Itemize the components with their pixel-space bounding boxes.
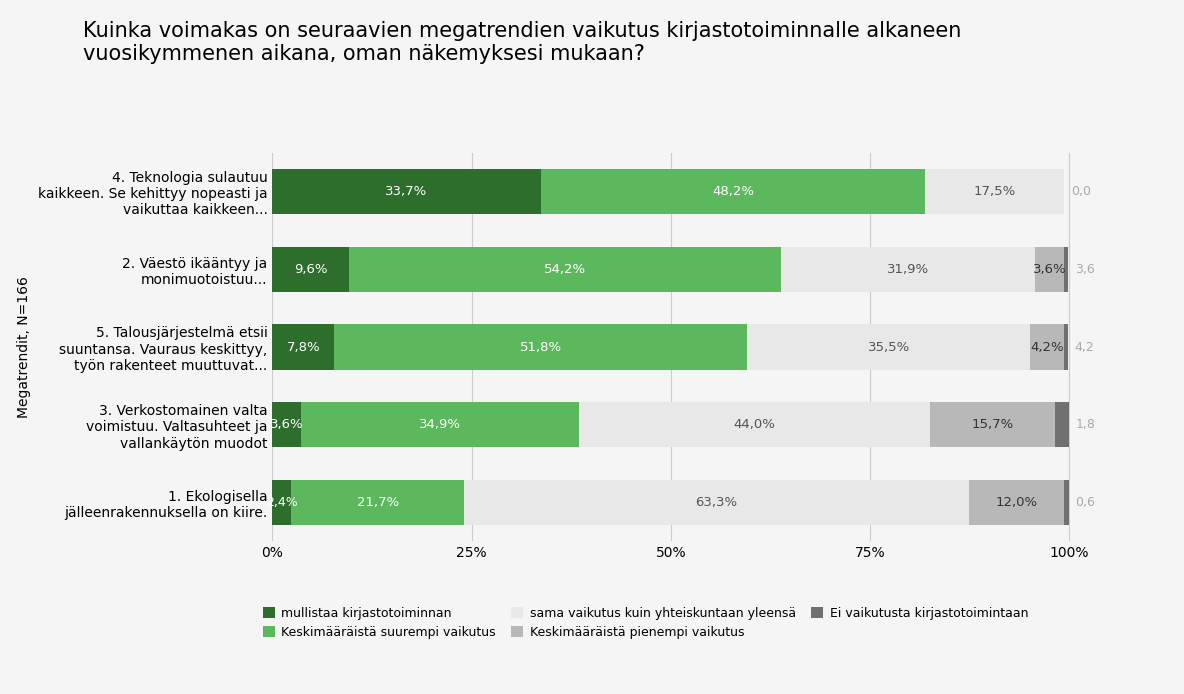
Text: 1,8: 1,8	[1075, 418, 1095, 431]
Bar	[291, 480, 464, 525]
Bar	[747, 325, 1030, 369]
Text: 7,8%: 7,8%	[287, 341, 320, 353]
Bar	[272, 169, 541, 214]
Text: 0,0: 0,0	[1070, 185, 1090, 198]
Text: 44,0%: 44,0%	[734, 418, 776, 431]
Bar	[464, 480, 969, 525]
Text: 4,2%: 4,2%	[1030, 341, 1063, 353]
Text: 15,7%: 15,7%	[971, 418, 1014, 431]
Text: 33,7%: 33,7%	[386, 185, 427, 198]
Text: 35,5%: 35,5%	[868, 341, 909, 353]
Bar	[1063, 325, 1068, 369]
Bar	[301, 403, 579, 447]
Bar	[272, 480, 291, 525]
Legend: mullistaa kirjastotoiminnan, Keskimääräistä suurempi vaikutus, sama vaikutus kui: mullistaa kirjastotoiminnan, Keskimääräi…	[258, 602, 1032, 644]
Bar	[349, 247, 780, 291]
Text: 51,8%: 51,8%	[520, 341, 562, 353]
Bar	[929, 403, 1055, 447]
Y-axis label: Megatrendit, N=166: Megatrendit, N=166	[17, 276, 31, 418]
Bar	[1055, 403, 1069, 447]
Bar	[925, 169, 1064, 214]
Bar	[272, 325, 335, 369]
Bar	[780, 247, 1035, 291]
Bar	[272, 403, 301, 447]
Text: 9,6%: 9,6%	[294, 263, 327, 276]
Bar	[969, 480, 1064, 525]
Text: 3,6%: 3,6%	[1032, 263, 1066, 276]
Text: 3,6%: 3,6%	[270, 418, 303, 431]
Text: 21,7%: 21,7%	[356, 496, 399, 509]
Text: 2,4%: 2,4%	[266, 496, 297, 509]
Text: 17,5%: 17,5%	[973, 185, 1016, 198]
Text: 54,2%: 54,2%	[543, 263, 586, 276]
Text: 3,6: 3,6	[1075, 263, 1094, 276]
Text: 12,0%: 12,0%	[996, 496, 1037, 509]
Bar	[1030, 325, 1063, 369]
Bar	[579, 403, 929, 447]
Text: 0,6: 0,6	[1075, 496, 1095, 509]
Text: 4,2: 4,2	[1075, 341, 1094, 353]
Text: 34,9%: 34,9%	[419, 418, 461, 431]
Bar	[272, 247, 349, 291]
Bar	[1063, 247, 1068, 291]
Text: Kuinka voimakas on seuraavien megatrendien vaikutus kirjastotoiminnalle alkaneen: Kuinka voimakas on seuraavien megatrendi…	[83, 21, 961, 64]
Bar	[335, 325, 747, 369]
Bar	[1064, 480, 1069, 525]
Text: 63,3%: 63,3%	[695, 496, 738, 509]
Bar	[541, 169, 925, 214]
Text: 48,2%: 48,2%	[712, 185, 754, 198]
Bar	[1035, 247, 1063, 291]
Text: 31,9%: 31,9%	[887, 263, 929, 276]
